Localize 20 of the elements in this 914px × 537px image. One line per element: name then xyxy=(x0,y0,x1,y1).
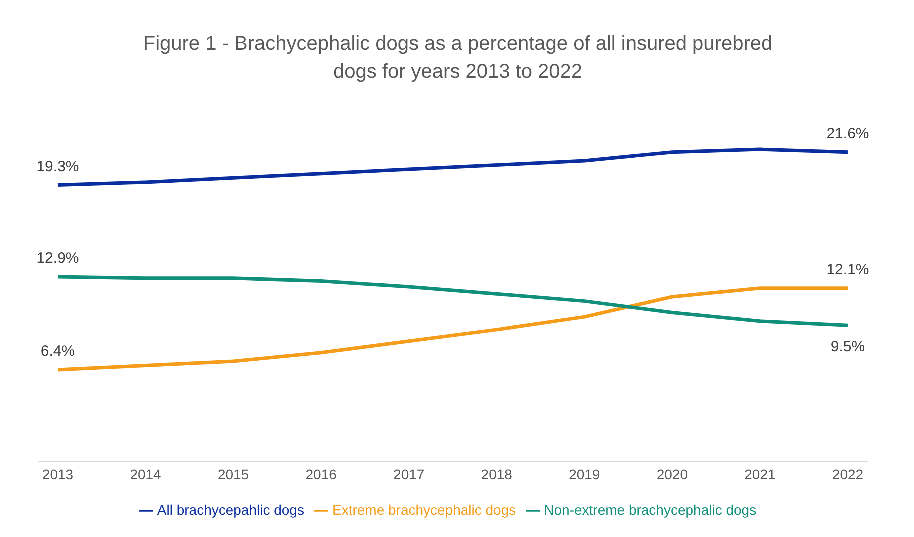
x-tick-label: 2020 xyxy=(656,466,688,483)
x-tick-label: 2022 xyxy=(832,466,864,483)
legend-label: Extreme brachycephalic dogs xyxy=(332,502,516,518)
data-label: 9.5% xyxy=(830,338,866,356)
x-tick-label: 2018 xyxy=(481,466,513,483)
x-tick-label: 2017 xyxy=(394,466,425,483)
legend-label: Non-extreme brachycephalic dogs xyxy=(544,502,757,518)
x-tick-label: 2021 xyxy=(744,466,776,483)
data-label: 12.9% xyxy=(36,250,80,267)
x-tick-label: 2013 xyxy=(42,466,74,483)
data-label: 12.1% xyxy=(826,261,870,278)
data-label: 19.3% xyxy=(36,158,80,176)
chart-title: Figure 1 - Brachycephalic dogs as a percentage of all insured purebred dogs for years 2013 to 2022 xyxy=(142,32,774,85)
data-label: 21.6% xyxy=(826,125,870,142)
x-tick-label: 2014 xyxy=(130,466,162,483)
x-tick-label: 2015 xyxy=(218,466,250,483)
legend-label: All brachycepahlic dogs xyxy=(157,502,304,518)
x-tick-label: 2016 xyxy=(306,466,338,483)
data-label: 6.4% xyxy=(40,343,76,360)
x-tick-label: 2019 xyxy=(569,466,600,483)
